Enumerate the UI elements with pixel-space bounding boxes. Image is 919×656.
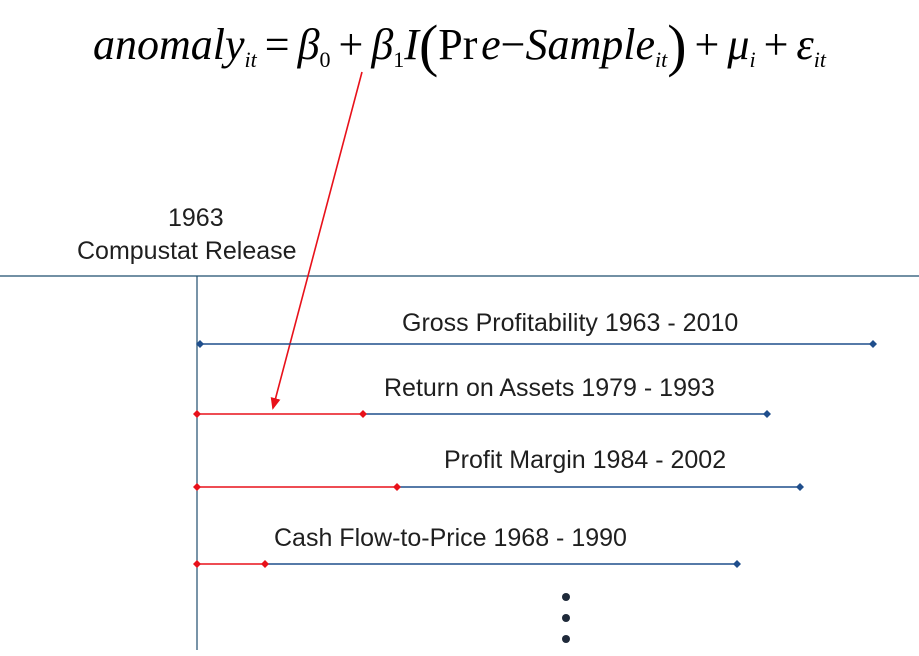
timeline-label: Cash Flow-to-Price 1968 - 1990 (274, 524, 627, 552)
release-name-label: Compustat Release (77, 237, 297, 265)
sample-start-marker (393, 483, 401, 491)
eq-close-paren: ) (667, 13, 687, 78)
timeline-label: Profit Margin 1984 - 2002 (444, 446, 726, 474)
eq-beta0: β (297, 20, 320, 69)
ellipsis-dot-1 (562, 593, 570, 601)
beta1-pointer-arrow (270, 71, 363, 410)
sample-end-marker (733, 560, 741, 568)
pre-sample-start-marker (193, 483, 201, 491)
eq-mu-sub: i (749, 47, 756, 72)
ellipsis-dot-2 (562, 614, 570, 622)
eq-open-paren: ( (418, 13, 439, 78)
eq-sample-sub: it (654, 47, 668, 72)
pre-sample-start-marker (193, 560, 201, 568)
eq-plus-2: + (694, 20, 720, 69)
sample-start-marker (196, 340, 204, 348)
sample-end-marker (763, 410, 771, 418)
ellipsis-icon (562, 593, 570, 643)
ellipsis-dot-3 (562, 635, 570, 643)
eq-minus: − (500, 20, 526, 69)
eq-anomaly: anomaly (93, 20, 245, 69)
eq-pr: Pr (438, 20, 478, 69)
eq-anomaly-sub: it (244, 47, 257, 72)
eq-indicator: I (404, 20, 419, 69)
timeline-label: Return on Assets 1979 - 1993 (384, 374, 715, 402)
sample-end-marker (796, 483, 804, 491)
eq-sample: Sample (525, 20, 655, 69)
sample-end-marker (869, 340, 877, 348)
eq-epsilon: ε (796, 20, 814, 69)
timeline-4: Cash Flow-to-Price 1968 - 1990 (193, 524, 741, 568)
eq-e: e (481, 20, 501, 69)
pre-sample-start-marker (193, 410, 201, 418)
timeline-1: Gross Profitability 1963 - 2010 (196, 309, 877, 348)
eq-mu: μ (727, 20, 750, 69)
timeline-2: Return on Assets 1979 - 1993 (193, 374, 771, 418)
eq-equals: = (264, 20, 290, 69)
eq-epsilon-sub: it (813, 47, 826, 72)
eq-plus-1: + (338, 20, 364, 69)
sample-start-marker (261, 560, 269, 568)
regression-equation: anomalyit = β0 + β1I(Pr e−Sampleit) + μi + εit (0, 10, 919, 81)
eq-plus-3: + (763, 20, 789, 69)
sample-start-marker (359, 410, 367, 418)
timeline-label: Gross Profitability 1963 - 2010 (402, 309, 738, 337)
timelines-layer: Gross Profitability 1963 - 2010 Return on… (193, 309, 877, 568)
eq-beta1: β (371, 20, 394, 69)
eq-beta1-sub: 1 (393, 47, 405, 72)
release-year-label: 1963 (168, 204, 224, 232)
eq-beta0-sub: 0 (319, 47, 331, 72)
timeline-3: Profit Margin 1984 - 2002 (193, 446, 804, 491)
